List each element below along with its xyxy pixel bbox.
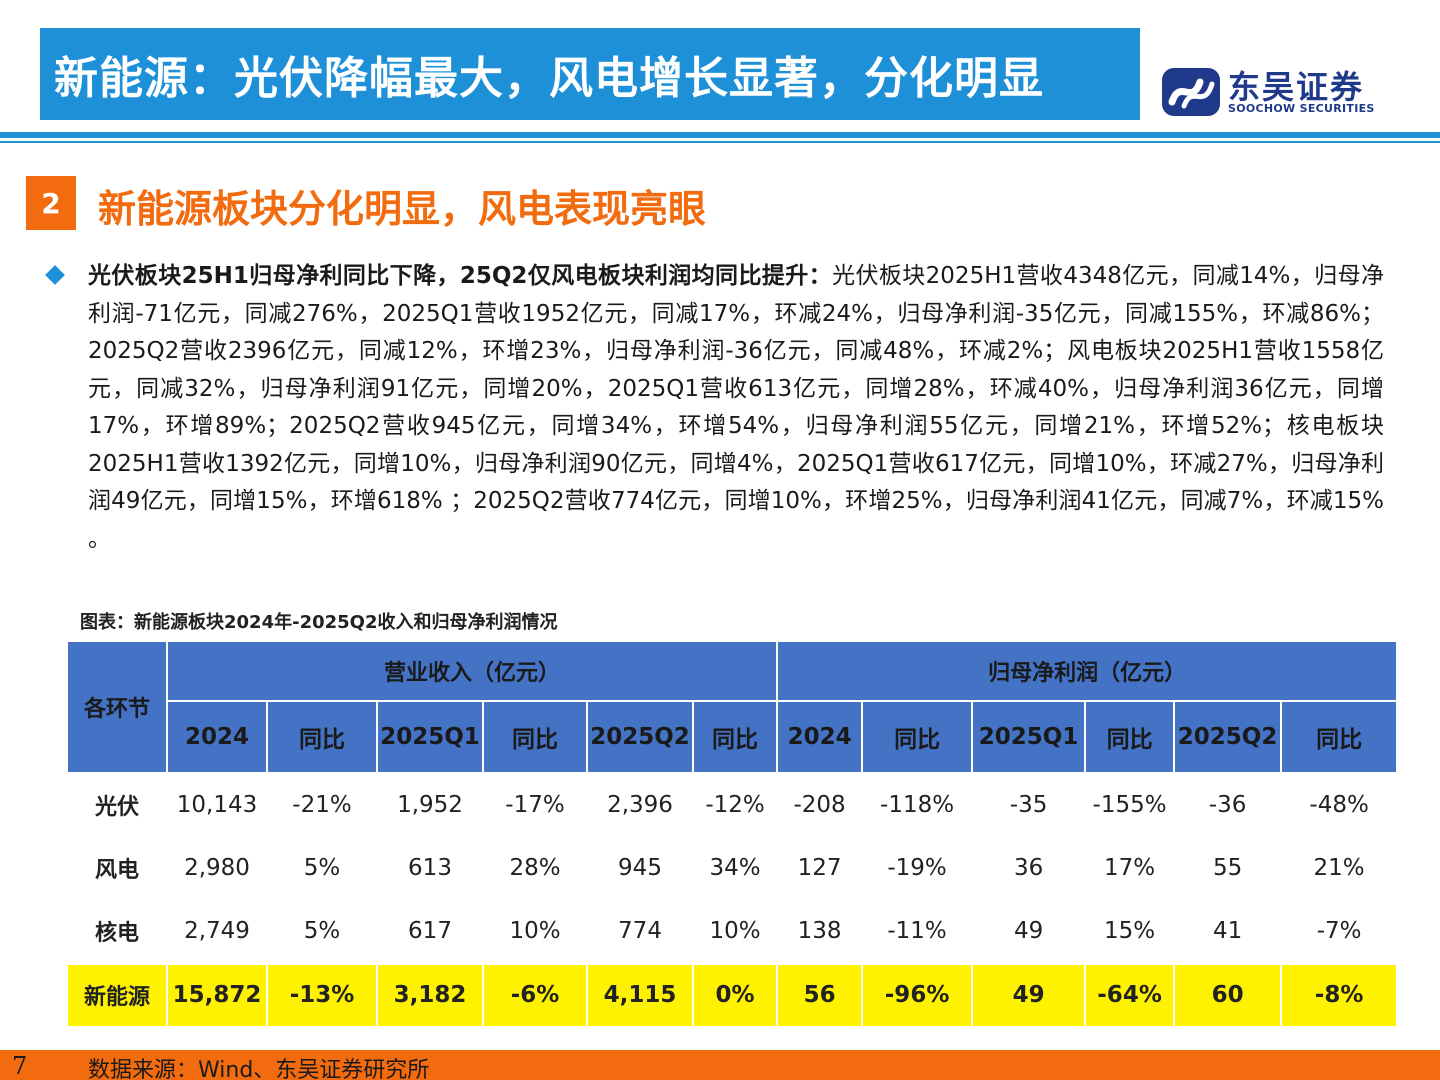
- soochow-logo-icon: [1162, 68, 1220, 116]
- summary-lead: 光伏板块25H1归母净利同比下降，25Q2仅风电板块利润均同比提升：: [88, 263, 833, 289]
- table-cell: 28%: [509, 855, 561, 882]
- table-cell: 55: [1212, 855, 1243, 882]
- row-label: 风电: [94, 858, 139, 884]
- footer-bar: [0, 1050, 1440, 1080]
- table-cell: -208: [793, 792, 846, 819]
- table-cell: 613: [408, 855, 452, 882]
- summary-paragraph: 光伏板块25H1归母净利同比下降，25Q2仅风电板块利润均同比提升：光伏板块20…: [88, 258, 1384, 558]
- col-header: 2025Q1: [971, 700, 1087, 774]
- table-cell: -7%: [1316, 918, 1362, 945]
- table-cell: 1,952: [397, 792, 463, 819]
- table-cell: 49: [1013, 918, 1044, 945]
- table-cell: 2,980: [184, 855, 250, 882]
- table-row: 风电 2,980 5% 613 28% 945 34% 127 -19% 36 …: [67, 837, 1397, 901]
- table-row-total: 新能源 15,872 -13% 3,182 -6% 4,115 0% 56 -9…: [66, 962, 1399, 1028]
- summary-text: 光伏板块2025H1营收4348亿元，同减14%，归母净利润-71亿元，同减27…: [88, 263, 1385, 552]
- col-header: 2025Q2: [586, 700, 694, 774]
- table-cell: -11%: [887, 918, 947, 945]
- table-cell: 10%: [509, 918, 561, 945]
- section-number: 2: [26, 176, 76, 230]
- diamond-bullet-icon: [45, 265, 65, 285]
- table-cell: -36: [1208, 792, 1247, 819]
- table-cell: -21%: [292, 792, 352, 819]
- col-header: 同比: [482, 700, 588, 774]
- table-cell: 56: [776, 962, 864, 1028]
- header-corner: 各环节: [66, 640, 168, 774]
- section-title: 新能源板块分化明显，风电表现亮眼: [98, 187, 707, 231]
- col-header: 同比: [861, 700, 974, 774]
- table-cell: 21%: [1313, 855, 1365, 882]
- title-bar: 新能源：光伏降幅最大，风电增长显著，分化明显: [40, 28, 1140, 120]
- table-cell: -96%: [861, 962, 974, 1028]
- table-cell: 774: [618, 918, 662, 945]
- row-label: 核电: [94, 921, 139, 947]
- header-divider-thin: [0, 141, 1440, 143]
- header-group-revenue: 营业收入（亿元）: [165, 640, 779, 702]
- col-header: 2025Q1: [376, 700, 484, 774]
- table-caption: 图表：新能源板块2024年-2025Q2收入和归母净利润情况: [80, 612, 558, 633]
- table-cell: 3,182: [376, 962, 484, 1028]
- table-cell: 945: [618, 855, 662, 882]
- col-header: 同比: [1280, 700, 1399, 774]
- table-cell: -19%: [887, 855, 947, 882]
- col-header: 同比: [266, 700, 378, 774]
- table-cell: 60: [1173, 962, 1283, 1028]
- col-header: 同比: [1084, 700, 1176, 774]
- table-cell: 5%: [303, 855, 341, 882]
- page-title: 新能源：光伏降幅最大，风电增长显著，分化明显: [54, 53, 1044, 104]
- page-number: 7: [12, 1052, 28, 1080]
- company-logo: 东吴证券 SOOCHOW SECURITIES: [1160, 60, 1380, 120]
- table-cell: 15%: [1104, 918, 1156, 945]
- table-cell: -8%: [1280, 962, 1399, 1028]
- logo-text-en: SOOCHOW SECURITIES: [1228, 102, 1375, 115]
- table-cell: 4,115: [586, 962, 694, 1028]
- row-label: 新能源: [66, 962, 168, 1028]
- table-cell: 10,143: [176, 792, 258, 819]
- header-group-profit: 归母净利润（亿元）: [776, 640, 1399, 702]
- col-header: 2024: [776, 700, 864, 774]
- table-cell: 2,396: [607, 792, 673, 819]
- col-header: 同比: [691, 700, 779, 774]
- table-cell: -64%: [1084, 962, 1176, 1028]
- table-cell: 15,872: [166, 962, 268, 1028]
- table-row: 核电 2,749 5% 617 10% 774 10% 138 -11% 49 …: [67, 900, 1397, 964]
- table-cell: 0%: [691, 962, 779, 1028]
- table-cell: 5%: [303, 918, 341, 945]
- table-cell: -13%: [266, 962, 378, 1028]
- table-cell: -6%: [482, 962, 588, 1028]
- table-row: 光伏 10,143 -21% 1,952 -17% 2,396 -12% -20…: [67, 773, 1397, 837]
- table-cell: 2,749: [184, 918, 250, 945]
- table-cell: 41: [1212, 918, 1243, 945]
- data-source: 数据来源：Wind、东吴证券研究所: [88, 1058, 430, 1080]
- table-cell: 17%: [1104, 855, 1156, 882]
- table-cell: 10%: [709, 918, 761, 945]
- table-cell: -48%: [1309, 792, 1369, 819]
- financials-table: 各环节 营业收入（亿元） 归母净利润（亿元） 2024 同比 2025Q1 同比…: [66, 640, 1399, 1028]
- col-header: 2025Q2: [1173, 700, 1283, 774]
- logo-text-cn: 东吴证券: [1228, 68, 1365, 106]
- table-cell: 138: [797, 918, 842, 945]
- table-cell: 127: [797, 855, 842, 882]
- header-divider-thick: [0, 132, 1440, 138]
- table-cell: 49: [971, 962, 1087, 1028]
- table-cell: 34%: [709, 855, 761, 882]
- table-cell: -118%: [880, 792, 955, 819]
- table-cell: 617: [408, 918, 452, 945]
- table-cell: -155%: [1092, 792, 1167, 819]
- header-subrow: 2024 同比 2025Q1 同比 2025Q2 同比 2024 同比 2025…: [67, 700, 1399, 774]
- table-cell: -17%: [505, 792, 565, 819]
- table-cell: 36: [1013, 855, 1044, 882]
- row-label: 光伏: [94, 795, 139, 821]
- col-header: 2024: [166, 700, 268, 774]
- table-cell: -35: [1009, 792, 1048, 819]
- table-cell: -12%: [705, 792, 765, 819]
